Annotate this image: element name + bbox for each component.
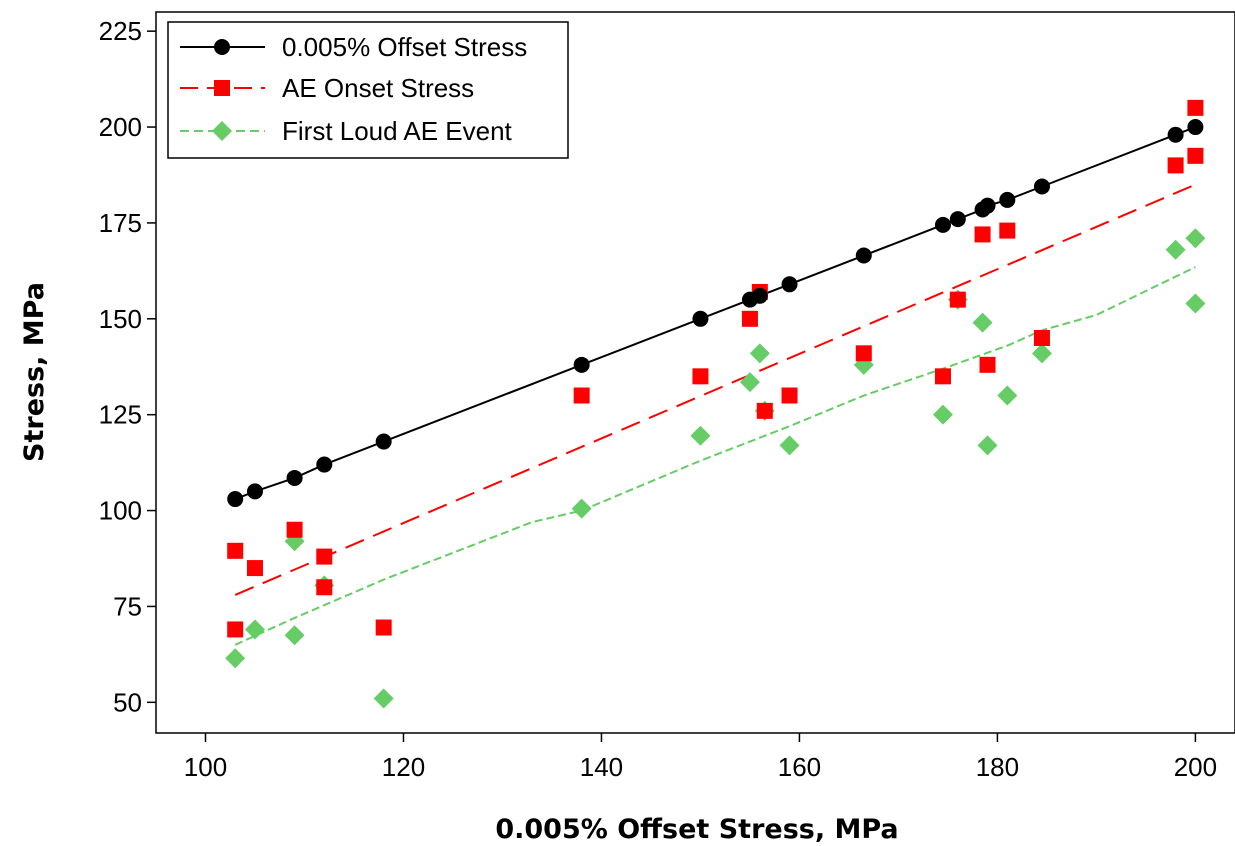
x-tick-label: 120	[382, 752, 425, 782]
offset-stress-point	[1187, 119, 1204, 136]
legend-marker-offset-stress	[214, 39, 230, 55]
legend-marker-first-loud	[212, 121, 232, 141]
axes: 100 120 140 160 180 200 50 75 100 125 150 175 200 225	[99, 16, 1217, 782]
y-tick-label: 175	[99, 208, 142, 238]
first-loud-point	[1165, 239, 1186, 260]
first-loud-point	[1185, 228, 1206, 249]
ae-onset-point	[781, 387, 798, 404]
first-loud-point	[749, 343, 770, 364]
first-loud-point	[244, 619, 265, 640]
ae-onset-point	[934, 368, 951, 385]
ae-onset-point	[1167, 157, 1184, 174]
ae-onset-point	[227, 621, 244, 638]
offset-stress-point	[781, 276, 798, 293]
offset-stress-point	[246, 483, 263, 500]
y-tick-label: 50	[113, 687, 142, 717]
first-loud-point	[739, 372, 760, 393]
legend-label-first-loud: First Loud AE Event	[282, 116, 513, 146]
series-layer	[225, 99, 1206, 709]
ae-onset-point	[375, 619, 392, 636]
offset-stress-point	[692, 310, 709, 327]
first-loud-point	[690, 425, 711, 446]
offset-stress-point	[286, 469, 303, 486]
x-axis-title: 0.005% Offset Stress, MPa	[495, 814, 898, 845]
first-loud-point	[932, 404, 953, 425]
ae-onset-point	[855, 345, 872, 362]
legend: 0.005% Offset Stress AE Onset Stress Fir…	[167, 21, 569, 159]
x-tick-label: 100	[184, 752, 227, 782]
y-tick-label: 100	[99, 496, 142, 526]
ae-onset-point	[756, 402, 773, 419]
y-tick-label: 200	[99, 112, 142, 142]
offset-stress-point	[1167, 126, 1184, 143]
ae-onset-point	[316, 548, 333, 565]
offset-stress-point	[316, 456, 333, 473]
y-tick-label: 75	[113, 591, 142, 621]
ae-onset-point	[692, 368, 709, 385]
ae-onset-point	[741, 310, 758, 327]
x-tick-label: 200	[1174, 752, 1217, 782]
x-tick-label: 160	[778, 752, 821, 782]
y-tick-label: 125	[99, 400, 142, 430]
ae-onset-point	[286, 521, 303, 538]
ae-onset-point	[1033, 329, 1050, 346]
ae-onset-point	[974, 226, 991, 243]
offset-stress-point	[855, 247, 872, 264]
first-loud-point	[997, 385, 1018, 406]
offset-stress-point	[751, 287, 768, 304]
first-loud-point	[1031, 343, 1052, 364]
legend-label-ae-onset: AE Onset Stress	[282, 73, 474, 103]
ae-onset-point	[1187, 147, 1204, 164]
legend-label-offset-stress: 0.005% Offset Stress	[282, 32, 527, 62]
offset-stress-point	[934, 216, 951, 233]
offset-stress-point	[979, 197, 996, 214]
first-loud-point	[972, 312, 993, 333]
first-loud-point	[225, 648, 246, 669]
y-axis-title: Stress, MPa	[19, 282, 50, 462]
legend-marker-ae-onset	[214, 80, 230, 96]
ae-onset-point	[246, 560, 263, 577]
ae-onset-point	[316, 579, 333, 596]
y-tick-label: 150	[99, 304, 142, 334]
first-loud-point	[571, 498, 592, 519]
offset-stress-point	[1033, 178, 1050, 195]
first-loud-point	[977, 435, 998, 456]
x-tick-label: 180	[976, 752, 1019, 782]
ae-onset-point	[1187, 99, 1204, 116]
ae-onset-point	[999, 222, 1016, 239]
first-loud-point	[284, 625, 305, 646]
ae-onset-point	[979, 356, 996, 373]
offset-stress-point	[227, 491, 244, 508]
first-loud-point	[373, 688, 394, 709]
ae-onset-point	[227, 542, 244, 559]
ae-onset-point	[573, 387, 590, 404]
offset-stress-point	[949, 211, 966, 228]
y-tick-label: 225	[99, 16, 142, 46]
first-loud-point	[779, 435, 800, 456]
offset-stress-point	[999, 191, 1016, 208]
offset-stress-point	[375, 433, 392, 450]
offset-stress-point	[573, 356, 590, 373]
first-loud-point	[1185, 293, 1206, 314]
ae-onset-point	[949, 291, 966, 308]
x-tick-label: 140	[580, 752, 623, 782]
ae-onset-trend-line	[234, 183, 1196, 596]
legend-box	[167, 21, 569, 159]
